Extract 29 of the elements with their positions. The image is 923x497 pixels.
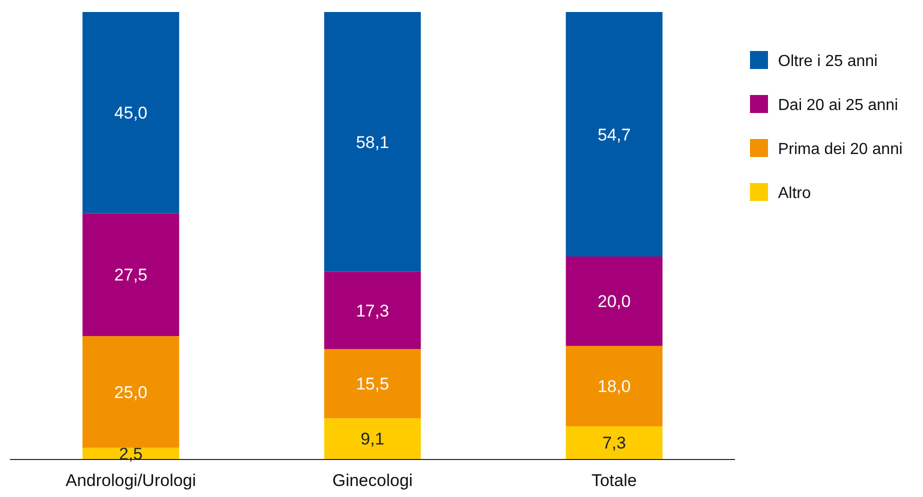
bar [566, 256, 662, 346]
bar [82, 12, 180, 214]
data-label: 27,5 [114, 266, 148, 285]
bar [566, 12, 662, 257]
data-label: 20,0 [598, 292, 631, 312]
x-tick-label: Ginecologi [332, 470, 413, 490]
legend-label: Prima dei 20 anni [778, 141, 903, 158]
x-tick-label: Totale [591, 470, 637, 490]
data-label: 18,0 [598, 377, 631, 396]
data-label: 15,5 [356, 374, 390, 394]
legend-label: Dai 20 ai 25 anni [778, 97, 898, 114]
bar [324, 418, 421, 459]
bar [566, 346, 662, 426]
x-tick-label: Andrologi/Urologi [66, 470, 196, 490]
bar [324, 272, 421, 350]
bar [566, 426, 662, 459]
legend-label: Altro [778, 185, 811, 202]
legend-label: Oltre i 25 anni [778, 53, 878, 70]
bar [324, 12, 421, 272]
bar [82, 213, 180, 336]
data-label: 58,1 [356, 132, 390, 152]
data-label: 45,0 [114, 104, 148, 123]
data-label: 17,3 [356, 301, 390, 320]
data-label: 25,0 [114, 382, 148, 402]
data-label: 7,3 [602, 434, 626, 453]
data-label: 54,7 [598, 125, 631, 144]
data-label: 9,1 [360, 430, 384, 449]
bar [324, 349, 421, 418]
bar [82, 336, 180, 448]
